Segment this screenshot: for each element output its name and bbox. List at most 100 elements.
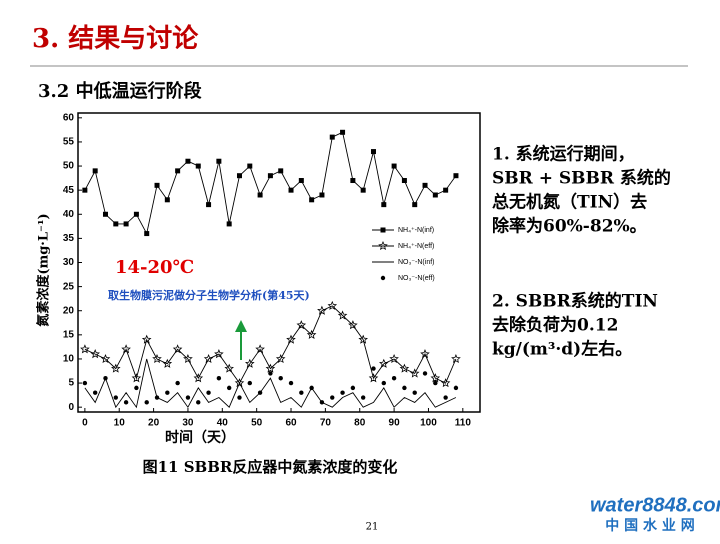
data-point: [370, 149, 376, 155]
data-point: [402, 385, 407, 391]
y-tick-label: 5: [68, 378, 74, 389]
data-point: [224, 363, 234, 373]
x-tick-label: 40: [217, 418, 229, 429]
caption: 图11 SBBR反应器中氮素浓度的变化: [143, 458, 398, 476]
y-tick-label: 50: [63, 161, 75, 172]
note-line: 总无机氮（TIN）去: [492, 192, 647, 213]
y-tick-label: 0: [68, 402, 74, 413]
x-tick-label: 0: [82, 418, 88, 429]
data-point: [216, 376, 222, 381]
data-point: [123, 400, 129, 405]
data-point: [92, 168, 98, 174]
x-tick-label: 30: [182, 418, 194, 429]
data-point: [422, 182, 428, 188]
legend-label: NH₄⁺-N(eff): [398, 243, 434, 250]
data-point: [288, 380, 294, 386]
x-tick-label: 70: [320, 418, 332, 429]
data-point: [350, 385, 356, 391]
data-point: [420, 349, 430, 359]
data-point: [443, 395, 448, 400]
logo-sub: 中 国 水 业 网: [605, 517, 695, 534]
data-point: [319, 192, 325, 198]
series-line: [84, 131, 457, 235]
x-tick-label: 20: [148, 418, 160, 429]
data-point: [111, 363, 121, 373]
data-point: [247, 163, 253, 169]
y-tick-label: 25: [63, 281, 75, 292]
y-tick-label: 35: [63, 233, 75, 244]
data-point: [299, 390, 304, 395]
data-point: [401, 178, 407, 184]
y-tick-label: 10: [63, 354, 75, 365]
data-point: [278, 168, 284, 174]
annotation-temp: 14-20℃: [115, 257, 194, 278]
data-point: [185, 395, 191, 400]
data-point: [141, 334, 152, 344]
data-point: [340, 129, 346, 135]
data-point: [391, 163, 397, 169]
data-point: [206, 202, 212, 208]
data-point: [245, 358, 255, 368]
data-point: [196, 400, 201, 405]
legend-marker: [380, 275, 386, 281]
data-point: [134, 385, 139, 391]
data-point: [100, 353, 111, 364]
data-point: [381, 202, 387, 208]
series-line: [84, 358, 457, 409]
data-point: [123, 221, 129, 227]
data-point: [337, 310, 348, 320]
data-point: [451, 353, 461, 364]
x-tick-label: 90: [389, 418, 401, 429]
y-tick-label: 55: [63, 137, 75, 148]
data-point: [234, 378, 245, 388]
note-line: 去除负荷为0.12: [492, 315, 618, 336]
x-axis-label: 时间（天）: [165, 429, 235, 446]
data-point: [164, 197, 170, 203]
data-point: [278, 376, 283, 381]
series-line: [84, 305, 457, 384]
x-tick-label: 50: [251, 418, 263, 429]
data-point: [172, 344, 183, 354]
data-point: [206, 390, 211, 395]
data-point: [440, 378, 451, 388]
x-tick-label: 60: [285, 418, 297, 429]
data-point: [152, 353, 162, 364]
x-tick-label: 110: [455, 418, 472, 429]
data-point: [309, 385, 314, 391]
data-point: [432, 192, 438, 198]
legend-marker: [378, 241, 388, 251]
data-point: [236, 173, 242, 179]
data-point: [257, 390, 263, 395]
data-point: [340, 390, 345, 395]
data-point: [237, 395, 242, 400]
note-line: 1. 系统运行期间，: [492, 144, 635, 165]
data-point: [133, 211, 139, 217]
data-point: [319, 400, 325, 405]
data-point: [381, 380, 386, 386]
data-point: [80, 344, 90, 354]
data-point: [82, 187, 88, 193]
annotation-arrow-head: [235, 320, 247, 332]
data-point: [422, 371, 428, 376]
data-point: [247, 380, 252, 386]
data-point: [154, 182, 160, 188]
data-point: [358, 334, 368, 344]
data-point: [102, 211, 108, 217]
data-point: [226, 221, 232, 227]
data-point: [175, 168, 181, 174]
data-point: [113, 395, 118, 400]
y-tick-label: 30: [63, 257, 75, 268]
data-point: [330, 395, 335, 400]
data-point: [255, 344, 265, 354]
data-point: [144, 400, 149, 405]
data-point: [453, 385, 459, 391]
data-point: [348, 320, 358, 330]
legend-label: NO₃⁻-N(inf): [398, 259, 435, 266]
data-point: [183, 353, 193, 364]
note-line: kg/(m³·d)左右。: [492, 339, 632, 360]
data-point: [265, 363, 276, 373]
legend-label: NO₃⁻-N(eff): [398, 275, 435, 282]
data-point: [453, 173, 459, 179]
